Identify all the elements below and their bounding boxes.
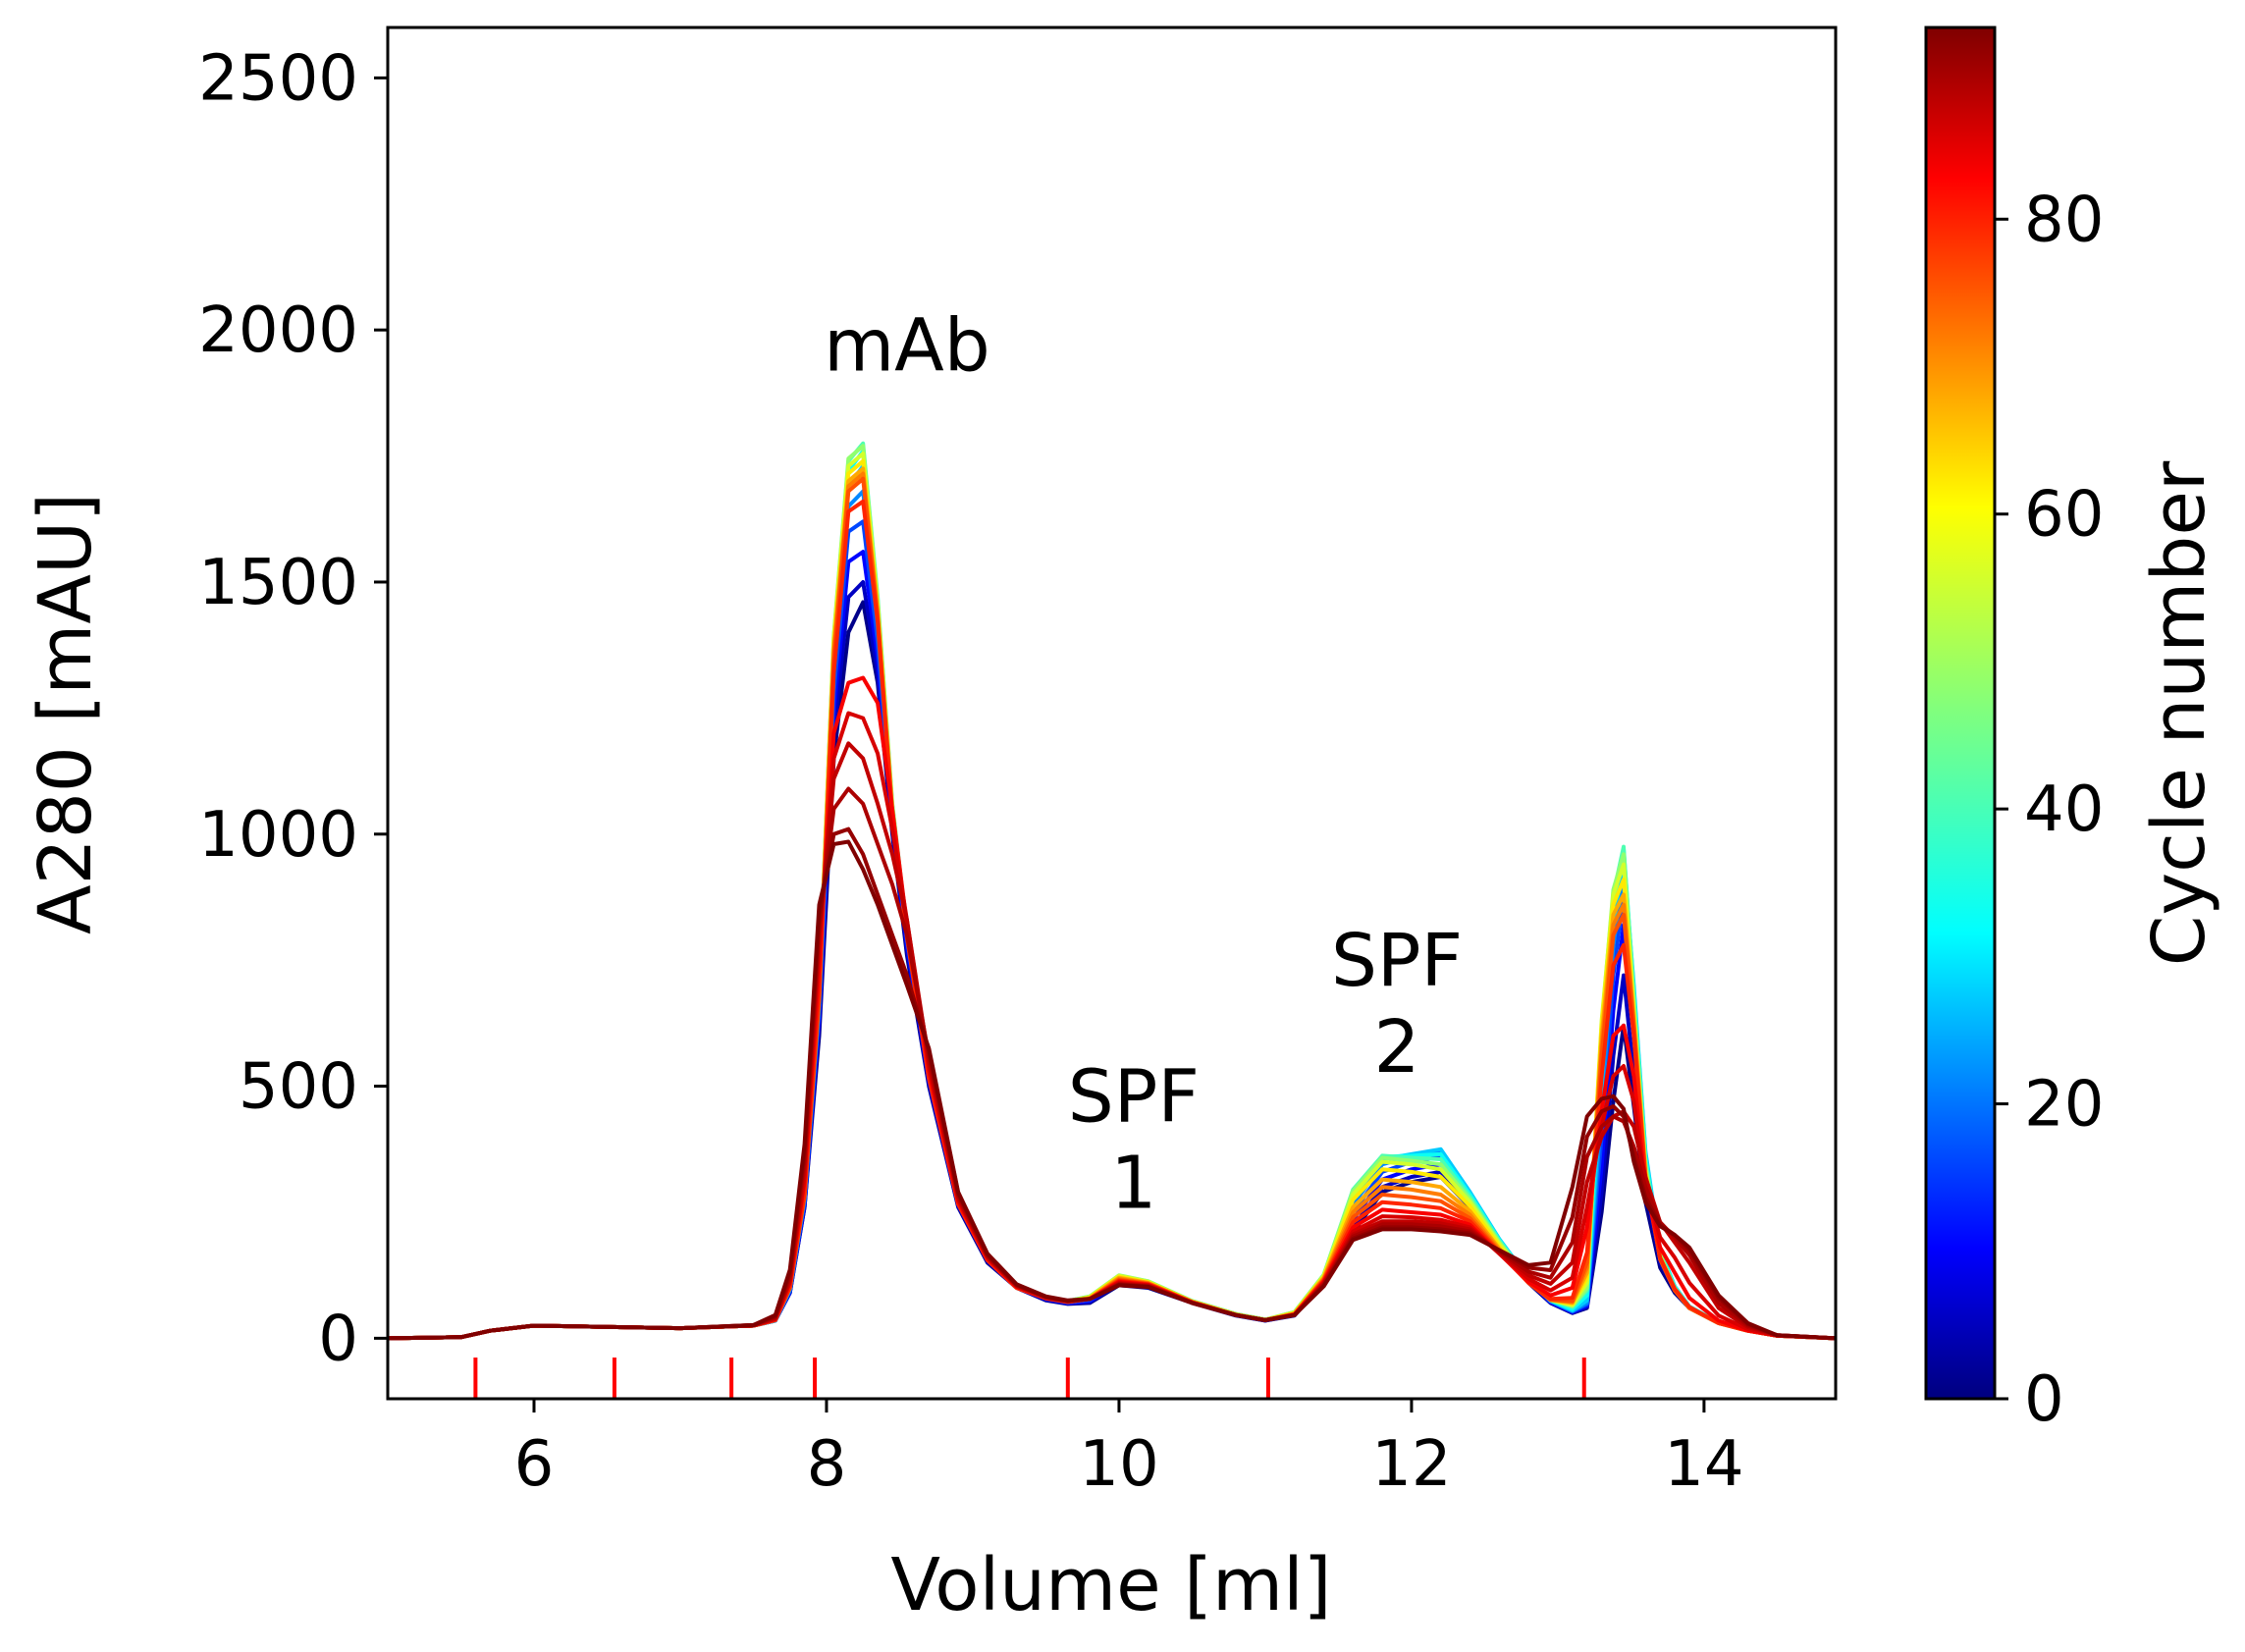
y-tick-label-1000: 1000 [198,799,358,872]
peak-annotations: mAb SPF 1 SPF 2 [824,303,1463,1225]
chromatogram-traces [388,441,1836,1341]
x-tick-label-10: 10 [1079,1428,1158,1501]
colorbar-tick-label-60: 60 [2024,479,2104,552]
x-tick-label-6: 6 [514,1428,555,1501]
annotation-3: SPF 2 [1331,919,1463,1090]
colorbar-ticks: 0 20 40 60 80 [1995,184,2104,1436]
colorbar [1924,26,1997,1401]
colorbar-tick-label-40: 40 [2024,773,2104,846]
x-tick-label-14: 14 [1664,1428,1743,1501]
colorbar-tick-label-80: 80 [2024,184,2104,256]
y-axis-label: A280 [mAU] [24,493,108,934]
colorbar-label: Cycle number [2137,460,2221,966]
x-axis-label: Volume [ml] [890,1543,1331,1627]
y-tick-label-0: 0 [318,1303,358,1375]
y-tick-label-2500: 2500 [198,42,358,115]
trace-cycle-87 [388,741,1836,1341]
y-tick-label-2000: 2000 [198,294,358,367]
fraction-markers [473,1358,1586,1399]
colorbar-tick-label-0: 0 [2024,1363,2064,1436]
annotation-1: mAb [824,303,990,388]
trace-cycle-93 [388,839,1836,1341]
y-axis-ticks: 0 500 1000 1500 2000 2500 [198,42,388,1375]
plot-frame [386,26,1838,1401]
x-tick-label-12: 12 [1371,1428,1451,1501]
annotation-2: SPF 1 [1068,1055,1200,1226]
y-tick-label-500: 500 [239,1051,358,1124]
y-tick-label-1500: 1500 [198,547,358,619]
x-tick-label-8: 8 [807,1428,847,1501]
colorbar-tick-label-20: 20 [2024,1069,2104,1142]
x-axis-ticks: 6 8 10 12 14 [514,1399,1744,1501]
